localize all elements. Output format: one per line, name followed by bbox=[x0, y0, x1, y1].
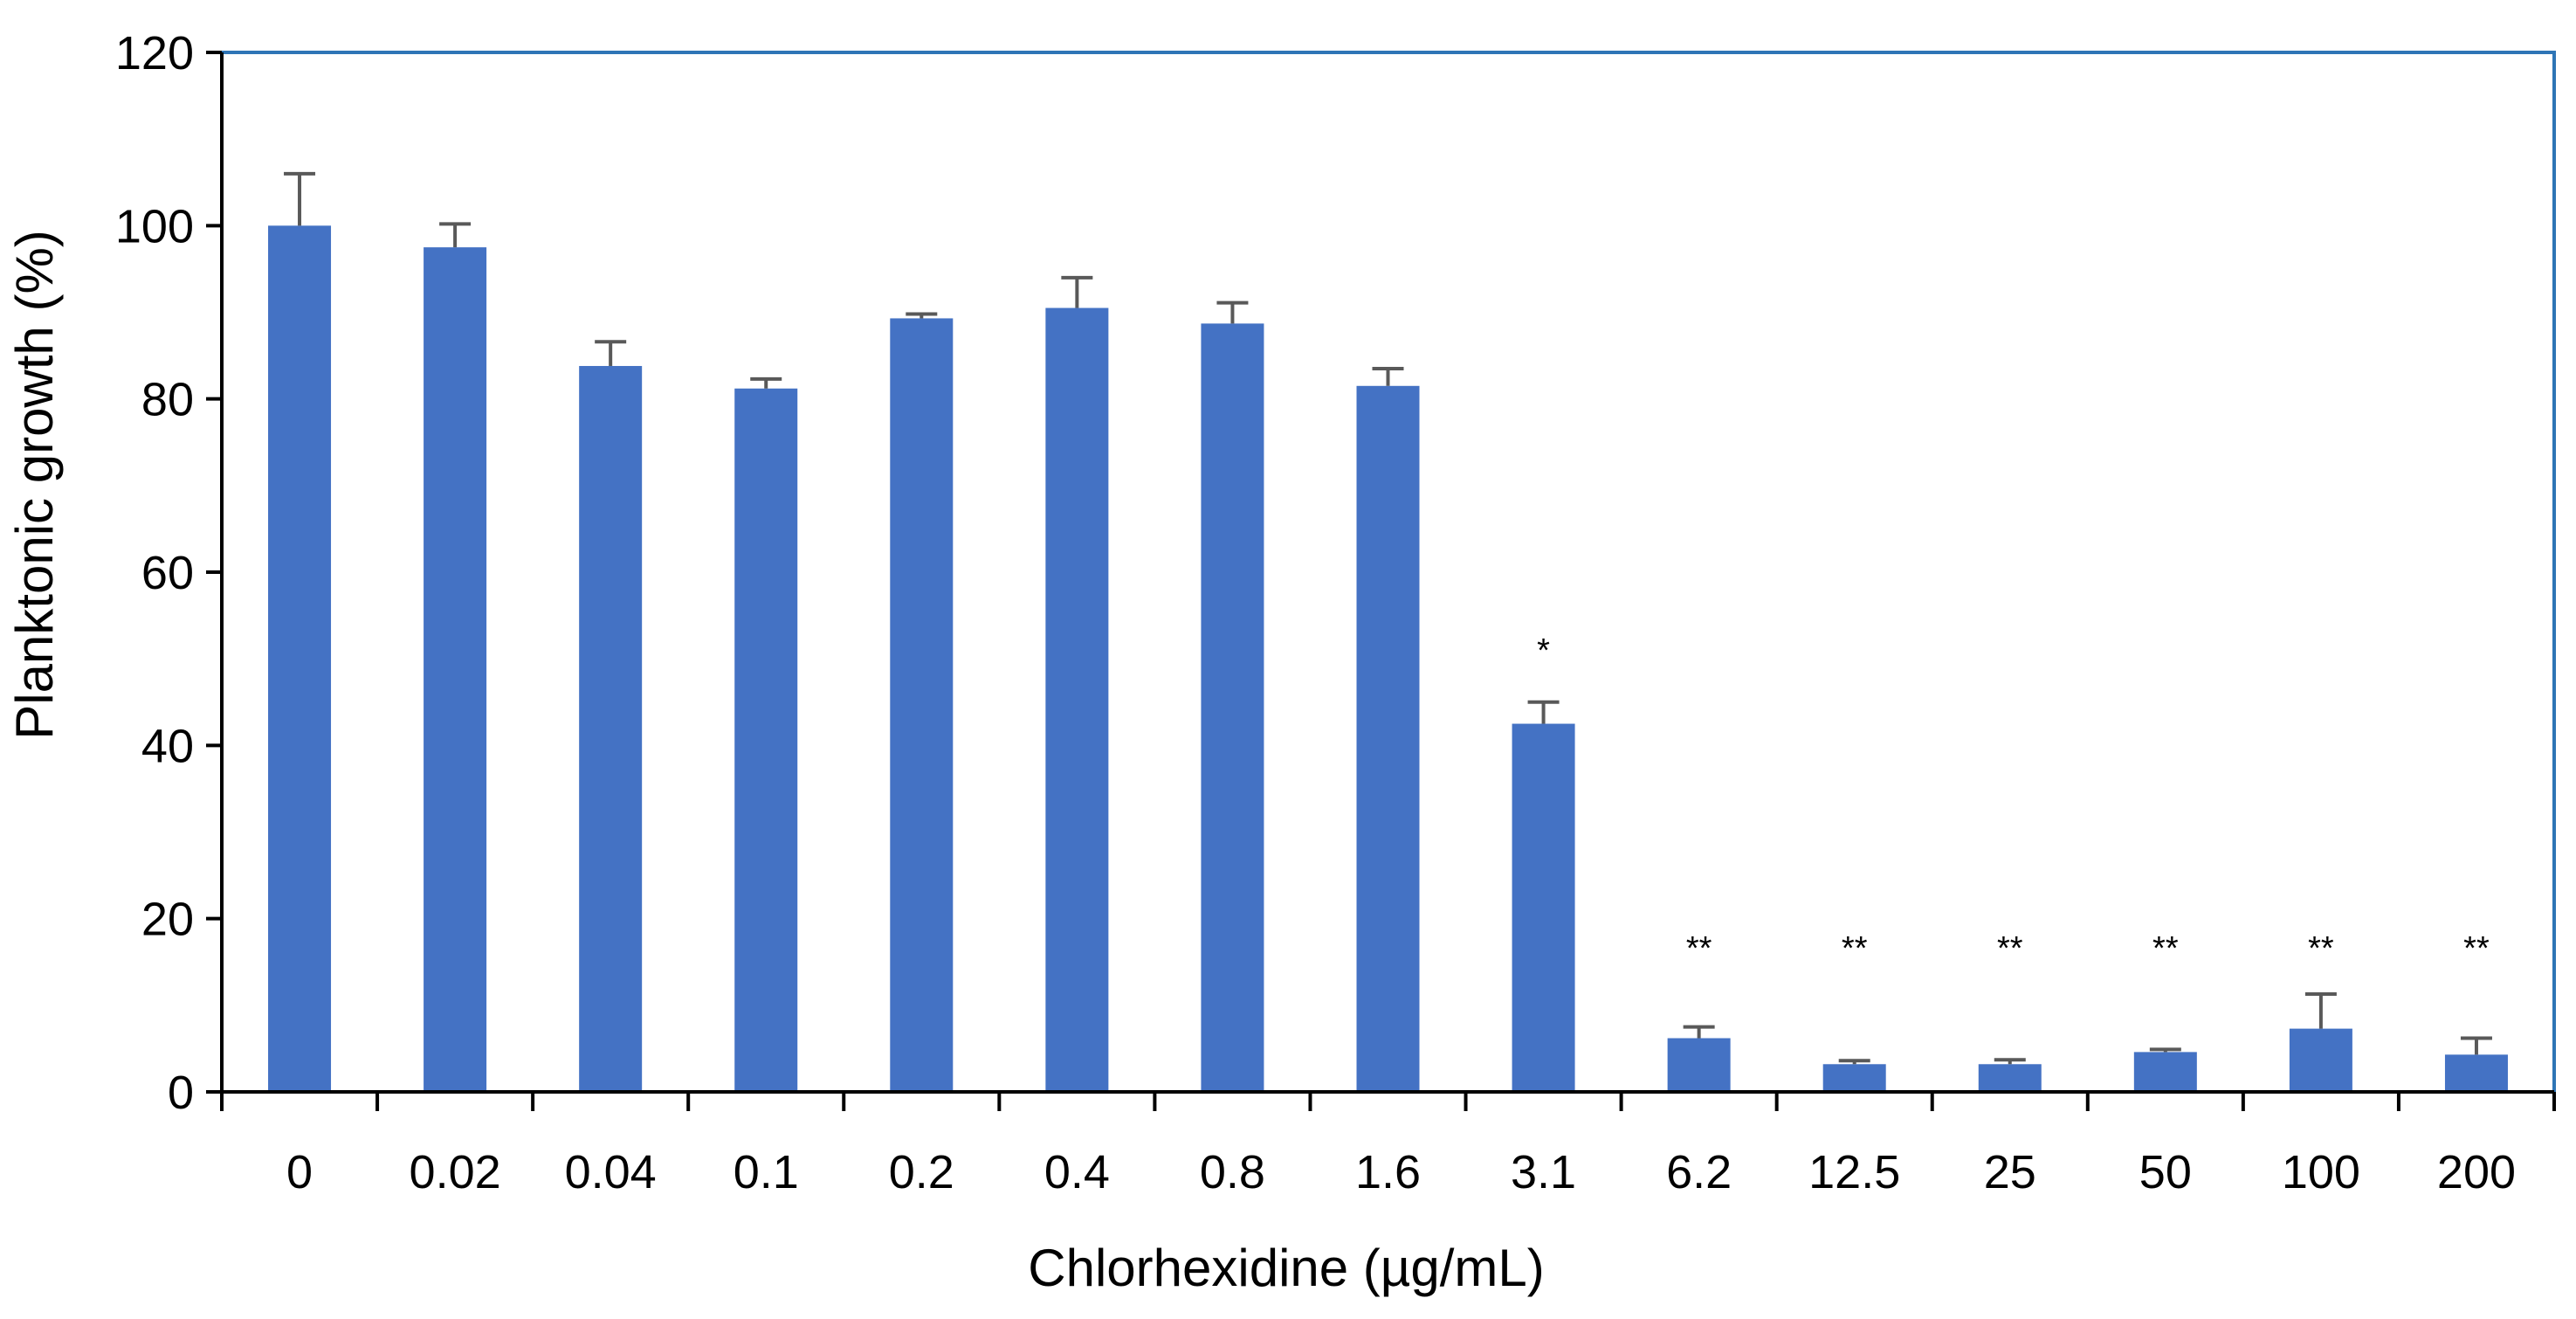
axes-layer bbox=[206, 51, 2556, 1111]
bar-0.8 bbox=[1201, 323, 1264, 1092]
y-tick-label-80: 80 bbox=[141, 374, 194, 426]
labels-layer: 0 0.02 0.04 0.1 0.2 0.4 0.8 1.6 * 3.1 ** 6.2 ** 12.5 *… bbox=[115, 27, 2516, 1198]
significance-label-3.1: * bbox=[1537, 632, 1550, 669]
x-tick-label-12.5: 12.5 bbox=[1808, 1146, 1900, 1198]
x-tick-label-0.4: 0.4 bbox=[1044, 1146, 1110, 1198]
error-bar-0.8 bbox=[1216, 300, 1249, 324]
bar-25 bbox=[1978, 1064, 2042, 1092]
bar-3.1 bbox=[1512, 723, 1575, 1092]
error-bar-0.04 bbox=[595, 340, 627, 366]
x-tick-label-50: 50 bbox=[2139, 1146, 2192, 1198]
bar-0.04 bbox=[579, 365, 643, 1092]
y-axis-title: Planktonic growth (%) bbox=[5, 230, 64, 740]
error-bars-layer bbox=[284, 171, 2492, 1065]
y-tick-label-0: 0 bbox=[168, 1067, 194, 1119]
x-axis-title: Chlorhexidine (µg/mL) bbox=[1028, 1239, 1544, 1297]
x-tick-label-200: 200 bbox=[2437, 1146, 2516, 1198]
x-tick-label-6.2: 6.2 bbox=[1666, 1146, 1732, 1198]
x-tick-label-0.2: 0.2 bbox=[889, 1146, 954, 1198]
error-bar-0.1 bbox=[750, 376, 782, 389]
bar-100 bbox=[2289, 1028, 2352, 1092]
y-tick-label-60: 60 bbox=[141, 547, 194, 599]
error-bar-50 bbox=[2149, 1047, 2181, 1053]
bar-12.5 bbox=[1822, 1064, 1886, 1092]
plot-frame bbox=[222, 51, 2556, 1092]
bar-6.2 bbox=[1667, 1038, 1731, 1092]
y-tick-label-40: 40 bbox=[141, 720, 194, 772]
significance-label-100: ** bbox=[2308, 930, 2334, 967]
significance-label-50: ** bbox=[2152, 930, 2179, 967]
significance-label-12.5: ** bbox=[1842, 930, 1868, 967]
error-bar-0.02 bbox=[439, 222, 472, 248]
error-bar-0.2 bbox=[906, 312, 938, 319]
significance-label-6.2: ** bbox=[1686, 930, 1712, 967]
bar-1.6 bbox=[1356, 385, 1420, 1093]
y-tick-label-100: 100 bbox=[115, 200, 194, 252]
bar-0.1 bbox=[734, 388, 798, 1092]
significance-label-25: ** bbox=[1997, 930, 2023, 967]
bars-layer bbox=[268, 225, 2508, 1093]
bar-0.2 bbox=[890, 318, 954, 1093]
bar-0.4 bbox=[1045, 307, 1109, 1093]
bar-0.02 bbox=[424, 247, 487, 1092]
error-bar-25 bbox=[1994, 1058, 2026, 1065]
x-tick-label-0.1: 0.1 bbox=[734, 1146, 799, 1198]
plot-border bbox=[222, 51, 2556, 1092]
error-bar-200 bbox=[2460, 1036, 2492, 1055]
error-bar-0 bbox=[284, 171, 316, 226]
x-tick-label-1.6: 1.6 bbox=[1355, 1146, 1421, 1198]
y-tick-label-20: 20 bbox=[141, 894, 194, 946]
error-bar-1.6 bbox=[1372, 366, 1404, 386]
bar-0 bbox=[268, 225, 332, 1092]
bar-200 bbox=[2444, 1054, 2508, 1092]
significance-label-200: ** bbox=[2463, 930, 2490, 967]
x-tick-label-0.02: 0.02 bbox=[410, 1146, 501, 1198]
x-tick-label-3.1: 3.1 bbox=[1511, 1146, 1576, 1198]
x-tick-label-0: 0 bbox=[286, 1146, 313, 1198]
x-tick-label-100: 100 bbox=[2282, 1146, 2360, 1198]
error-bar-6.2 bbox=[1683, 1025, 1715, 1039]
x-tick-label-25: 25 bbox=[1984, 1146, 2036, 1198]
x-tick-label-0.8: 0.8 bbox=[1200, 1146, 1265, 1198]
x-tick-label-0.04: 0.04 bbox=[565, 1146, 657, 1198]
error-bar-12.5 bbox=[1838, 1059, 1870, 1065]
error-bar-0.4 bbox=[1061, 275, 1093, 308]
bar-50 bbox=[2133, 1052, 2197, 1092]
y-tick-label-120: 120 bbox=[115, 27, 194, 79]
error-bar-3.1 bbox=[1527, 700, 1560, 724]
error-bar-100 bbox=[2304, 991, 2337, 1029]
